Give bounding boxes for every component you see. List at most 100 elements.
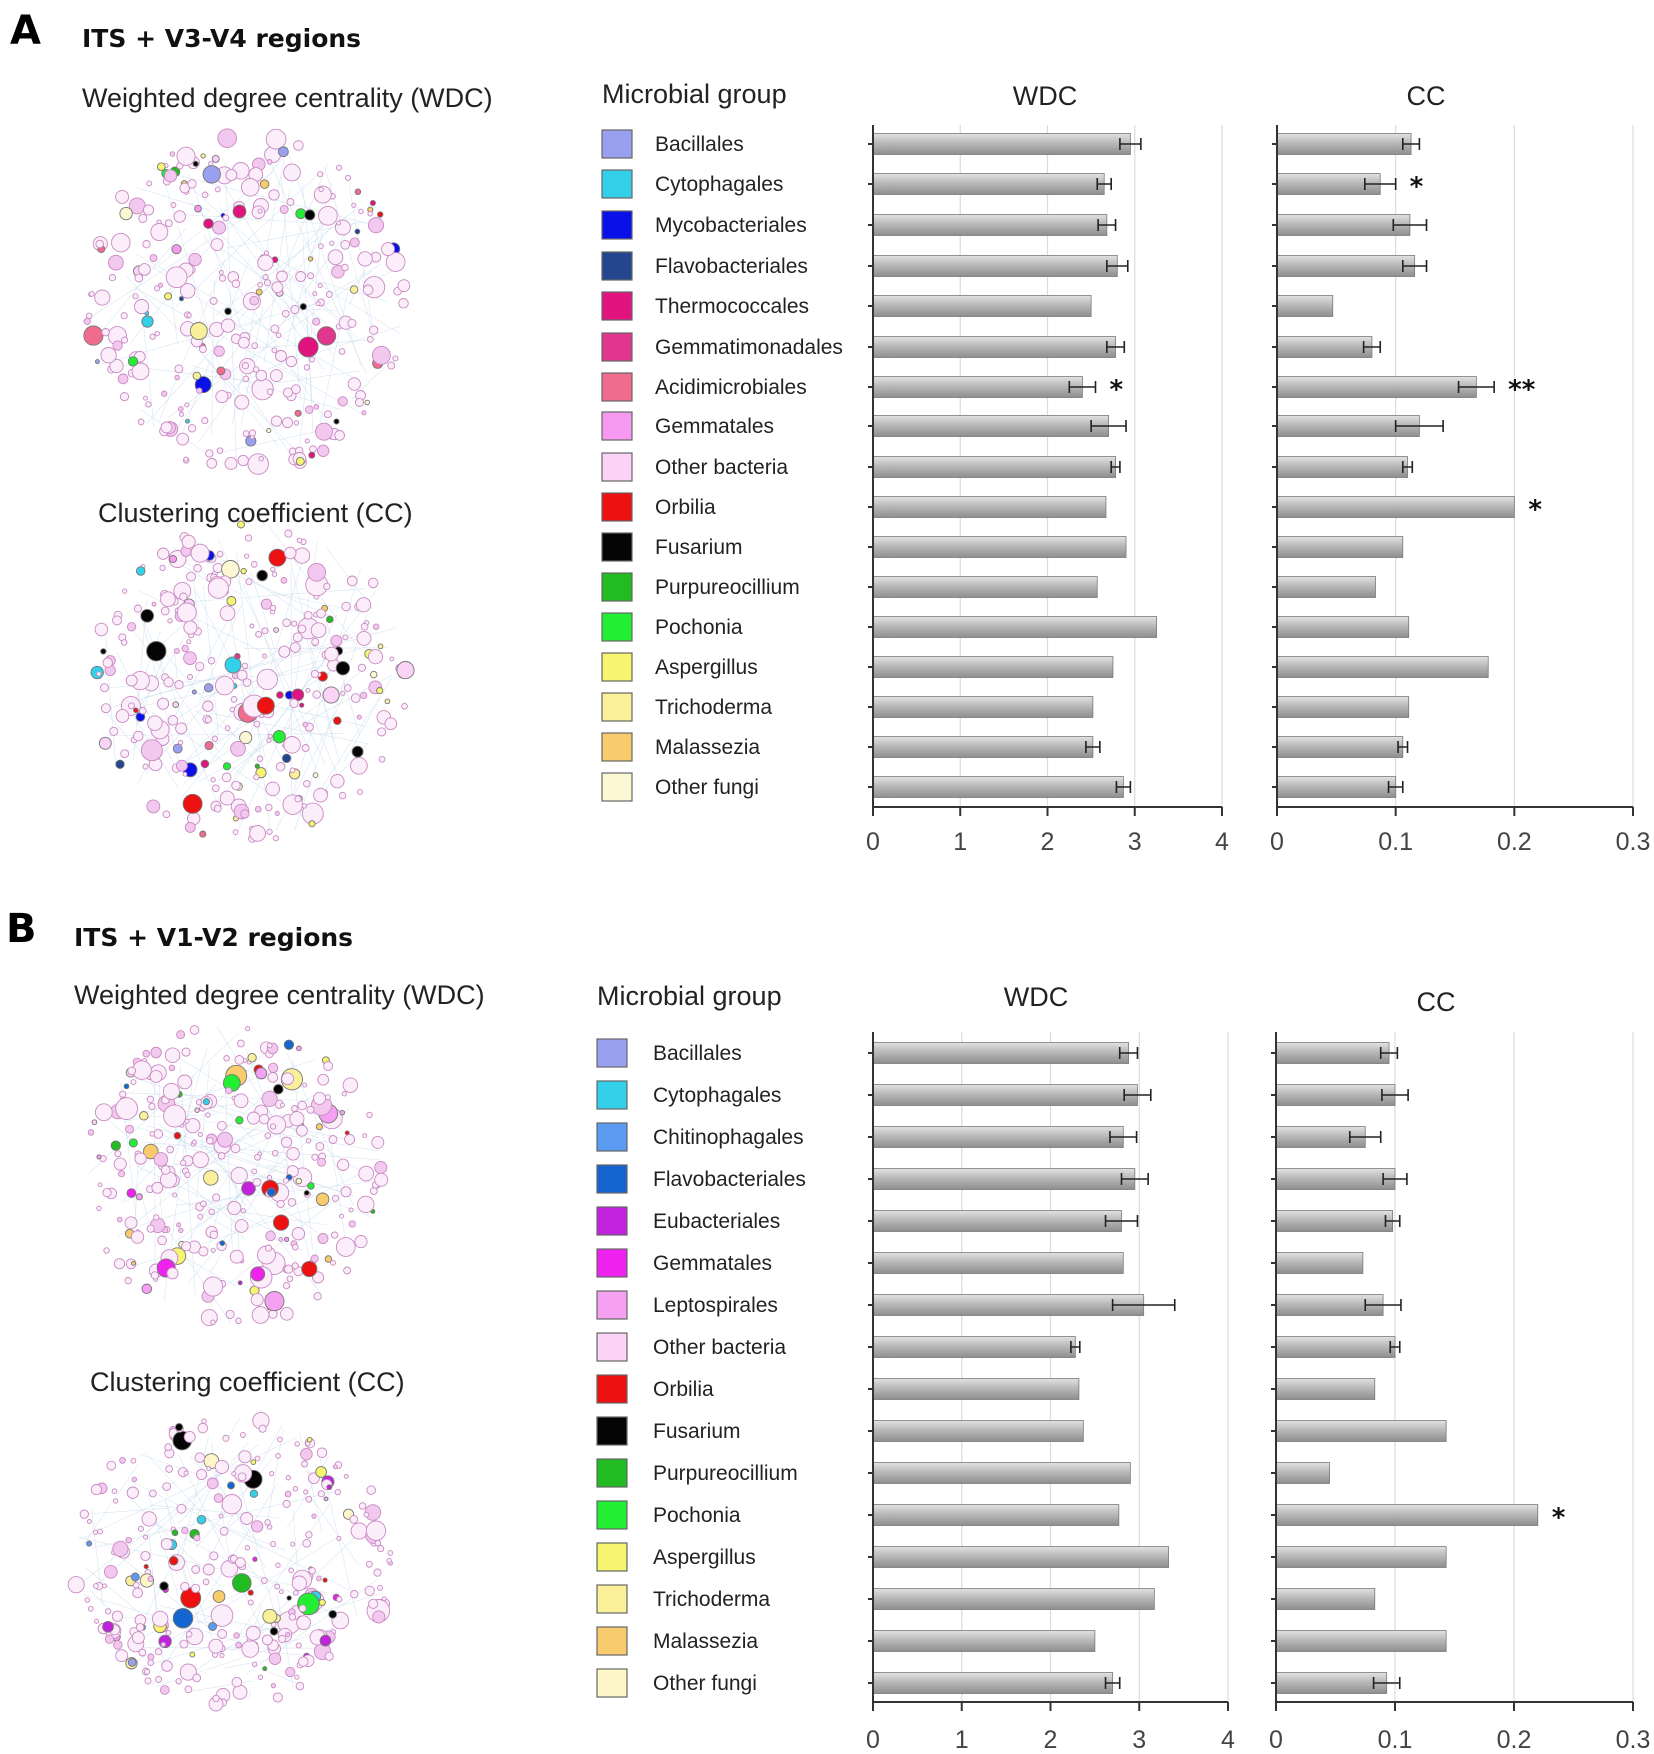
network-node <box>340 1186 352 1198</box>
network-node <box>304 209 316 221</box>
network-link <box>196 1062 210 1198</box>
network-node <box>154 1648 163 1656</box>
network-node <box>313 1292 322 1301</box>
network-node <box>312 690 321 699</box>
errorbar-b-wdc-15 <box>1104 1677 1121 1689</box>
network-node <box>205 1112 211 1118</box>
network-node <box>303 364 311 371</box>
network-node <box>133 730 144 742</box>
legend-swatch-a-7 <box>601 411 633 441</box>
network-node <box>221 560 240 579</box>
network-node <box>303 610 313 620</box>
network-node <box>131 1476 138 1483</box>
network-node <box>264 250 270 256</box>
network-node <box>103 1564 118 1579</box>
legend-label-b-11: Pochonia <box>653 1504 741 1527</box>
network-node <box>162 1482 172 1491</box>
network-node <box>185 1118 201 1134</box>
network-node <box>177 406 184 412</box>
network-node <box>268 189 280 201</box>
network-node <box>138 706 147 715</box>
network-node <box>150 1271 160 1280</box>
network-node <box>315 1142 325 1151</box>
network-node <box>208 1638 224 1654</box>
network-node <box>138 263 151 276</box>
network-node <box>293 420 300 426</box>
network-node <box>203 1170 219 1186</box>
errorbar-a-cc-5 <box>1362 341 1382 353</box>
network-node <box>149 254 158 263</box>
network-node <box>179 592 188 601</box>
network-node <box>240 1208 246 1214</box>
network-link <box>278 163 328 286</box>
network-node <box>364 1585 375 1597</box>
network-node <box>283 163 301 182</box>
legend-swatch-b-9 <box>596 1416 628 1446</box>
network-node <box>250 561 258 568</box>
x-tick-label-a-wdc-4: 4 <box>1215 828 1229 856</box>
network-node <box>156 162 166 172</box>
network-node <box>125 1124 134 1134</box>
network-node <box>349 285 359 294</box>
network-link <box>248 1689 252 1699</box>
network-node <box>160 421 173 434</box>
network-link <box>205 1425 282 1564</box>
network-node <box>161 1660 173 1672</box>
network-node <box>327 249 344 266</box>
network-node <box>282 417 293 429</box>
network-node <box>286 198 295 206</box>
errorbar-a-cc-16 <box>1387 781 1404 793</box>
network-node <box>369 199 376 207</box>
legend-label-b-13: Trichoderma <box>653 1588 770 1611</box>
network-link <box>206 1647 322 1657</box>
network-node <box>208 1208 215 1215</box>
network-node <box>163 1104 187 1128</box>
network-link <box>125 275 293 448</box>
bar-a-wdc-9 <box>872 496 1107 518</box>
network-node <box>313 1091 326 1105</box>
network-node <box>145 401 152 408</box>
network-node <box>274 810 280 816</box>
network-node <box>138 213 148 223</box>
network-node <box>249 825 266 842</box>
network-node <box>286 1595 292 1601</box>
legend-label-b-0: Bacillales <box>653 1042 742 1065</box>
network-node <box>266 1187 276 1197</box>
network-node <box>214 186 221 193</box>
panel-a-wdc-header: WDC <box>1013 81 1077 111</box>
network-node <box>368 1598 379 1609</box>
network-node <box>282 618 291 628</box>
network-node <box>332 1464 338 1470</box>
network-node <box>184 821 196 833</box>
network-node <box>266 1174 273 1181</box>
network-node <box>349 1515 359 1524</box>
legend-swatch-a-15 <box>601 732 633 762</box>
network-link <box>184 1557 218 1654</box>
legend-label-a-13: Aspergillus <box>655 656 758 679</box>
network-node <box>272 1692 283 1703</box>
network-node <box>185 1630 193 1638</box>
network-node <box>315 422 333 441</box>
legend-swatch-a-0 <box>601 129 633 159</box>
errorbar-b-cc-2 <box>1348 1131 1382 1143</box>
network-node <box>296 1615 311 1631</box>
network-node <box>351 202 357 208</box>
network-node <box>364 399 370 406</box>
network-node <box>302 721 309 728</box>
network-node <box>316 326 337 346</box>
network-node <box>257 208 263 214</box>
network-node <box>315 1123 323 1131</box>
network-node <box>374 1160 388 1175</box>
network-node <box>241 1640 260 1658</box>
network-node <box>212 1694 220 1703</box>
network-node <box>341 263 349 272</box>
network-link <box>221 430 319 453</box>
network-node <box>174 680 184 690</box>
network-node <box>157 1235 167 1246</box>
network-node <box>302 1082 308 1088</box>
network-link <box>91 1490 338 1549</box>
network-node <box>93 1583 99 1589</box>
network-link <box>211 279 215 436</box>
network-link <box>179 1610 283 1682</box>
network-node <box>135 566 146 576</box>
